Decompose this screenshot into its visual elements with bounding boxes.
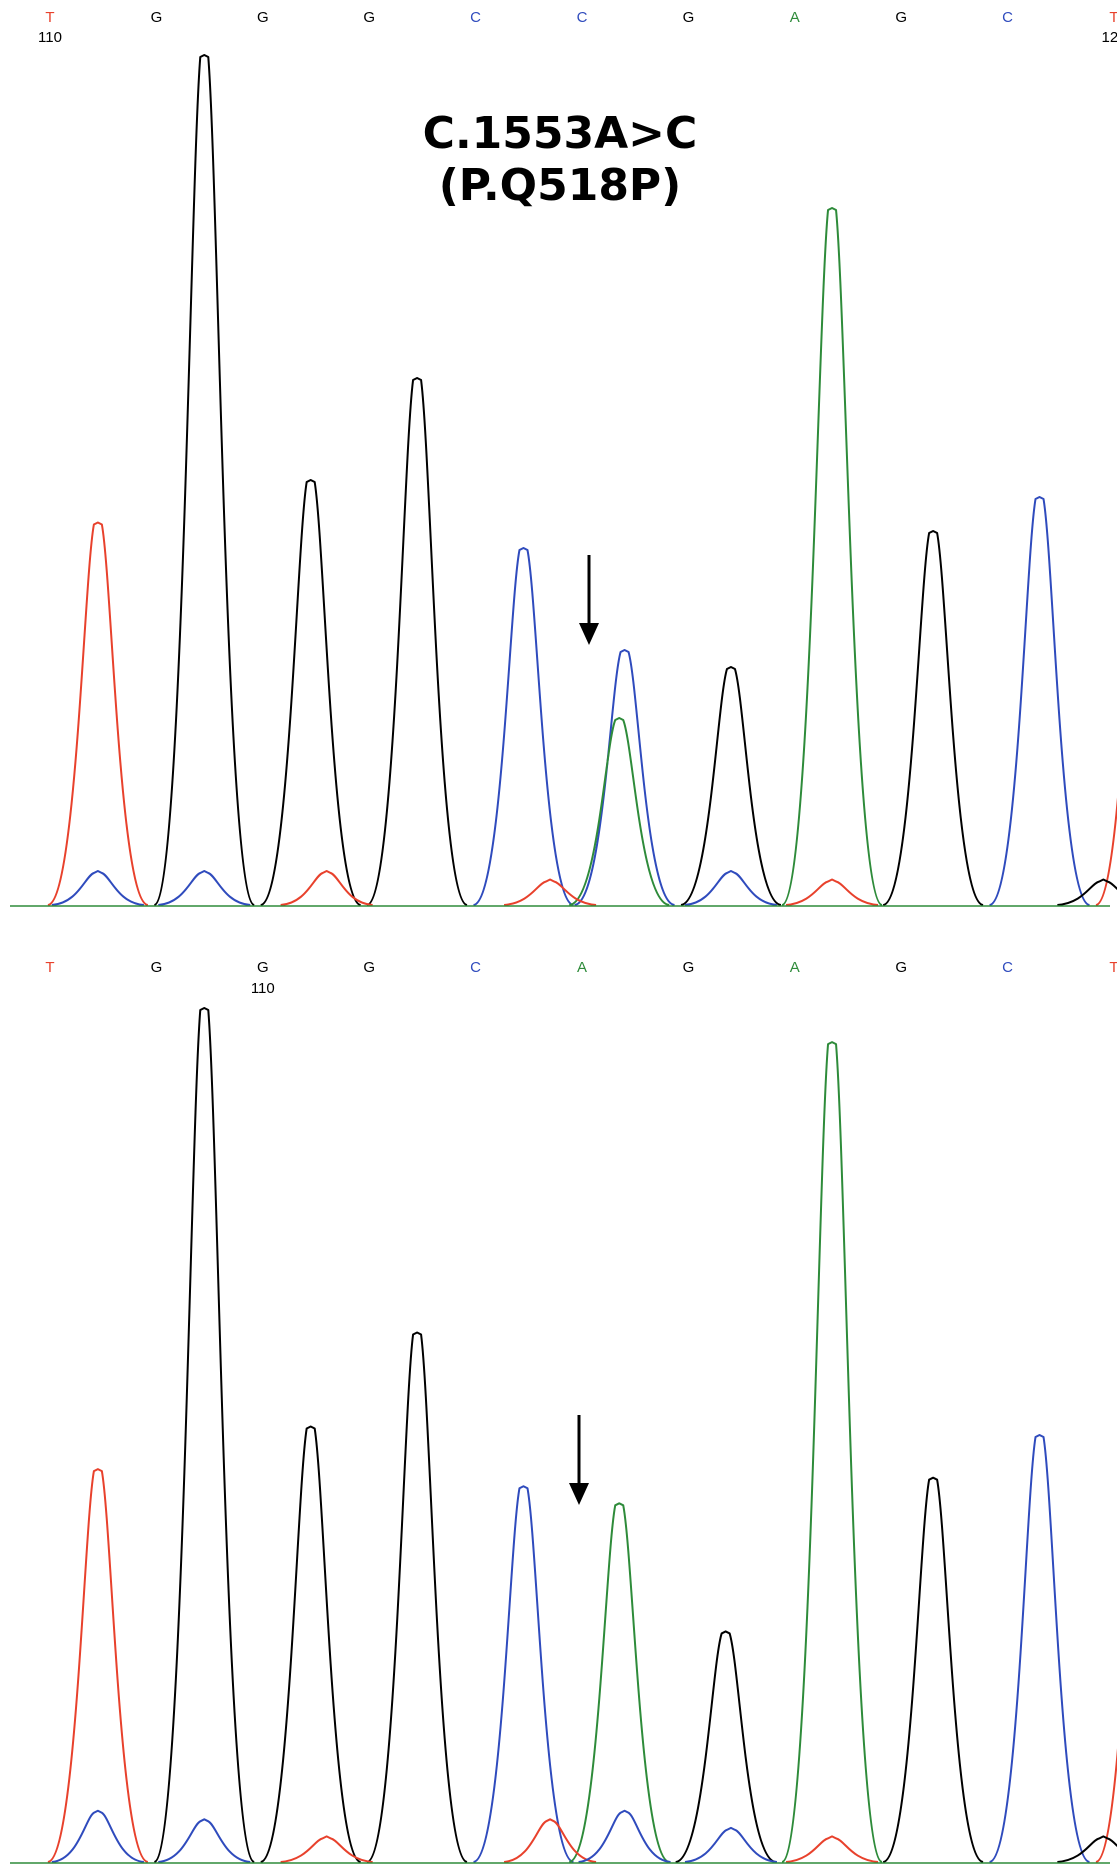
peak-trace-G — [1057, 1835, 1117, 1863]
base-call-letter: G — [363, 9, 375, 26]
peak-trace-G — [260, 479, 362, 906]
peak-trace-G — [260, 1425, 362, 1863]
base-call-letter: T — [45, 959, 54, 976]
mutation-arrow-head — [579, 623, 599, 645]
position-label: 120 — [1101, 29, 1117, 46]
peak-trace-C — [574, 649, 675, 906]
base-call-letter: G — [895, 959, 907, 976]
base-call-letter: C — [1002, 959, 1013, 976]
base-call-letter: T — [1109, 959, 1117, 976]
peak-trace-C — [51, 1809, 145, 1863]
peak-trace-C — [684, 870, 778, 906]
peak-trace-T — [280, 1835, 373, 1863]
peak-trace-A — [781, 1041, 883, 1863]
base-call-letter: G — [151, 9, 163, 26]
peak-trace-G — [366, 377, 468, 906]
peak-trace-A — [568, 717, 670, 906]
peak-trace-T — [503, 1818, 597, 1863]
peak-trace-G — [1057, 878, 1117, 906]
position-label: 110 — [251, 980, 275, 997]
peak-trace-G — [153, 1007, 256, 1863]
peak-trace-T — [47, 521, 149, 906]
peak-trace-C — [684, 1826, 778, 1863]
peak-trace-T — [280, 870, 373, 906]
base-call-letter: G — [363, 959, 375, 976]
peak-trace-A — [568, 1502, 670, 1863]
peak-trace-G — [882, 530, 984, 906]
mutation-annotation: (P.Q518P) — [439, 160, 682, 211]
base-call-letter: A — [577, 959, 587, 976]
peak-trace-C — [51, 870, 145, 906]
base-call-letter: G — [257, 959, 269, 976]
peak-trace-G — [882, 1476, 984, 1863]
peak-trace-T — [785, 1835, 879, 1863]
base-call-letter: G — [683, 959, 695, 976]
peak-trace-C — [473, 547, 574, 906]
chromatogram-panel-wildtype: T G G G C A G A G C T 110 — [10, 959, 1117, 1864]
peak-trace-C — [158, 870, 251, 906]
mutation-annotation: C.1553A>C — [423, 108, 698, 159]
peak-trace-T — [47, 1468, 149, 1863]
peak-trace-A — [781, 207, 883, 906]
peak-trace-C — [158, 1818, 251, 1863]
base-call-letter: G — [257, 9, 269, 26]
base-call-letter: C — [470, 9, 481, 26]
peak-trace-T — [785, 878, 879, 906]
peak-trace-G — [366, 1331, 468, 1863]
base-call-letter: C — [577, 9, 588, 26]
peak-trace-G — [680, 666, 782, 906]
base-call-letter: C — [1002, 9, 1013, 26]
peak-trace-C — [473, 1485, 574, 1863]
peak-trace-C — [578, 1809, 671, 1863]
base-call-letter: A — [790, 9, 800, 26]
peak-trace-G — [153, 54, 256, 906]
base-call-letter: G — [151, 959, 163, 976]
base-call-letter: T — [1109, 9, 1117, 26]
base-call-letter: T — [45, 9, 54, 26]
peak-trace-C — [989, 1434, 1090, 1863]
mutation-arrow-head — [569, 1483, 589, 1505]
peak-trace-T — [503, 878, 597, 906]
base-call-letter: G — [683, 9, 695, 26]
chromatogram-panel-mutant: T G G G C C G A G C T 110 120 C.1553A>C(P.Q518P) — [10, 9, 1117, 907]
peak-trace-C — [989, 496, 1090, 906]
position-label: 110 — [38, 29, 62, 46]
peak-trace-T — [1095, 796, 1117, 906]
peak-trace-G — [675, 1630, 776, 1863]
base-call-letter: A — [790, 959, 800, 976]
peak-trace-T — [1095, 1747, 1117, 1863]
base-call-letter: C — [470, 959, 481, 976]
base-call-letter: G — [895, 9, 907, 26]
